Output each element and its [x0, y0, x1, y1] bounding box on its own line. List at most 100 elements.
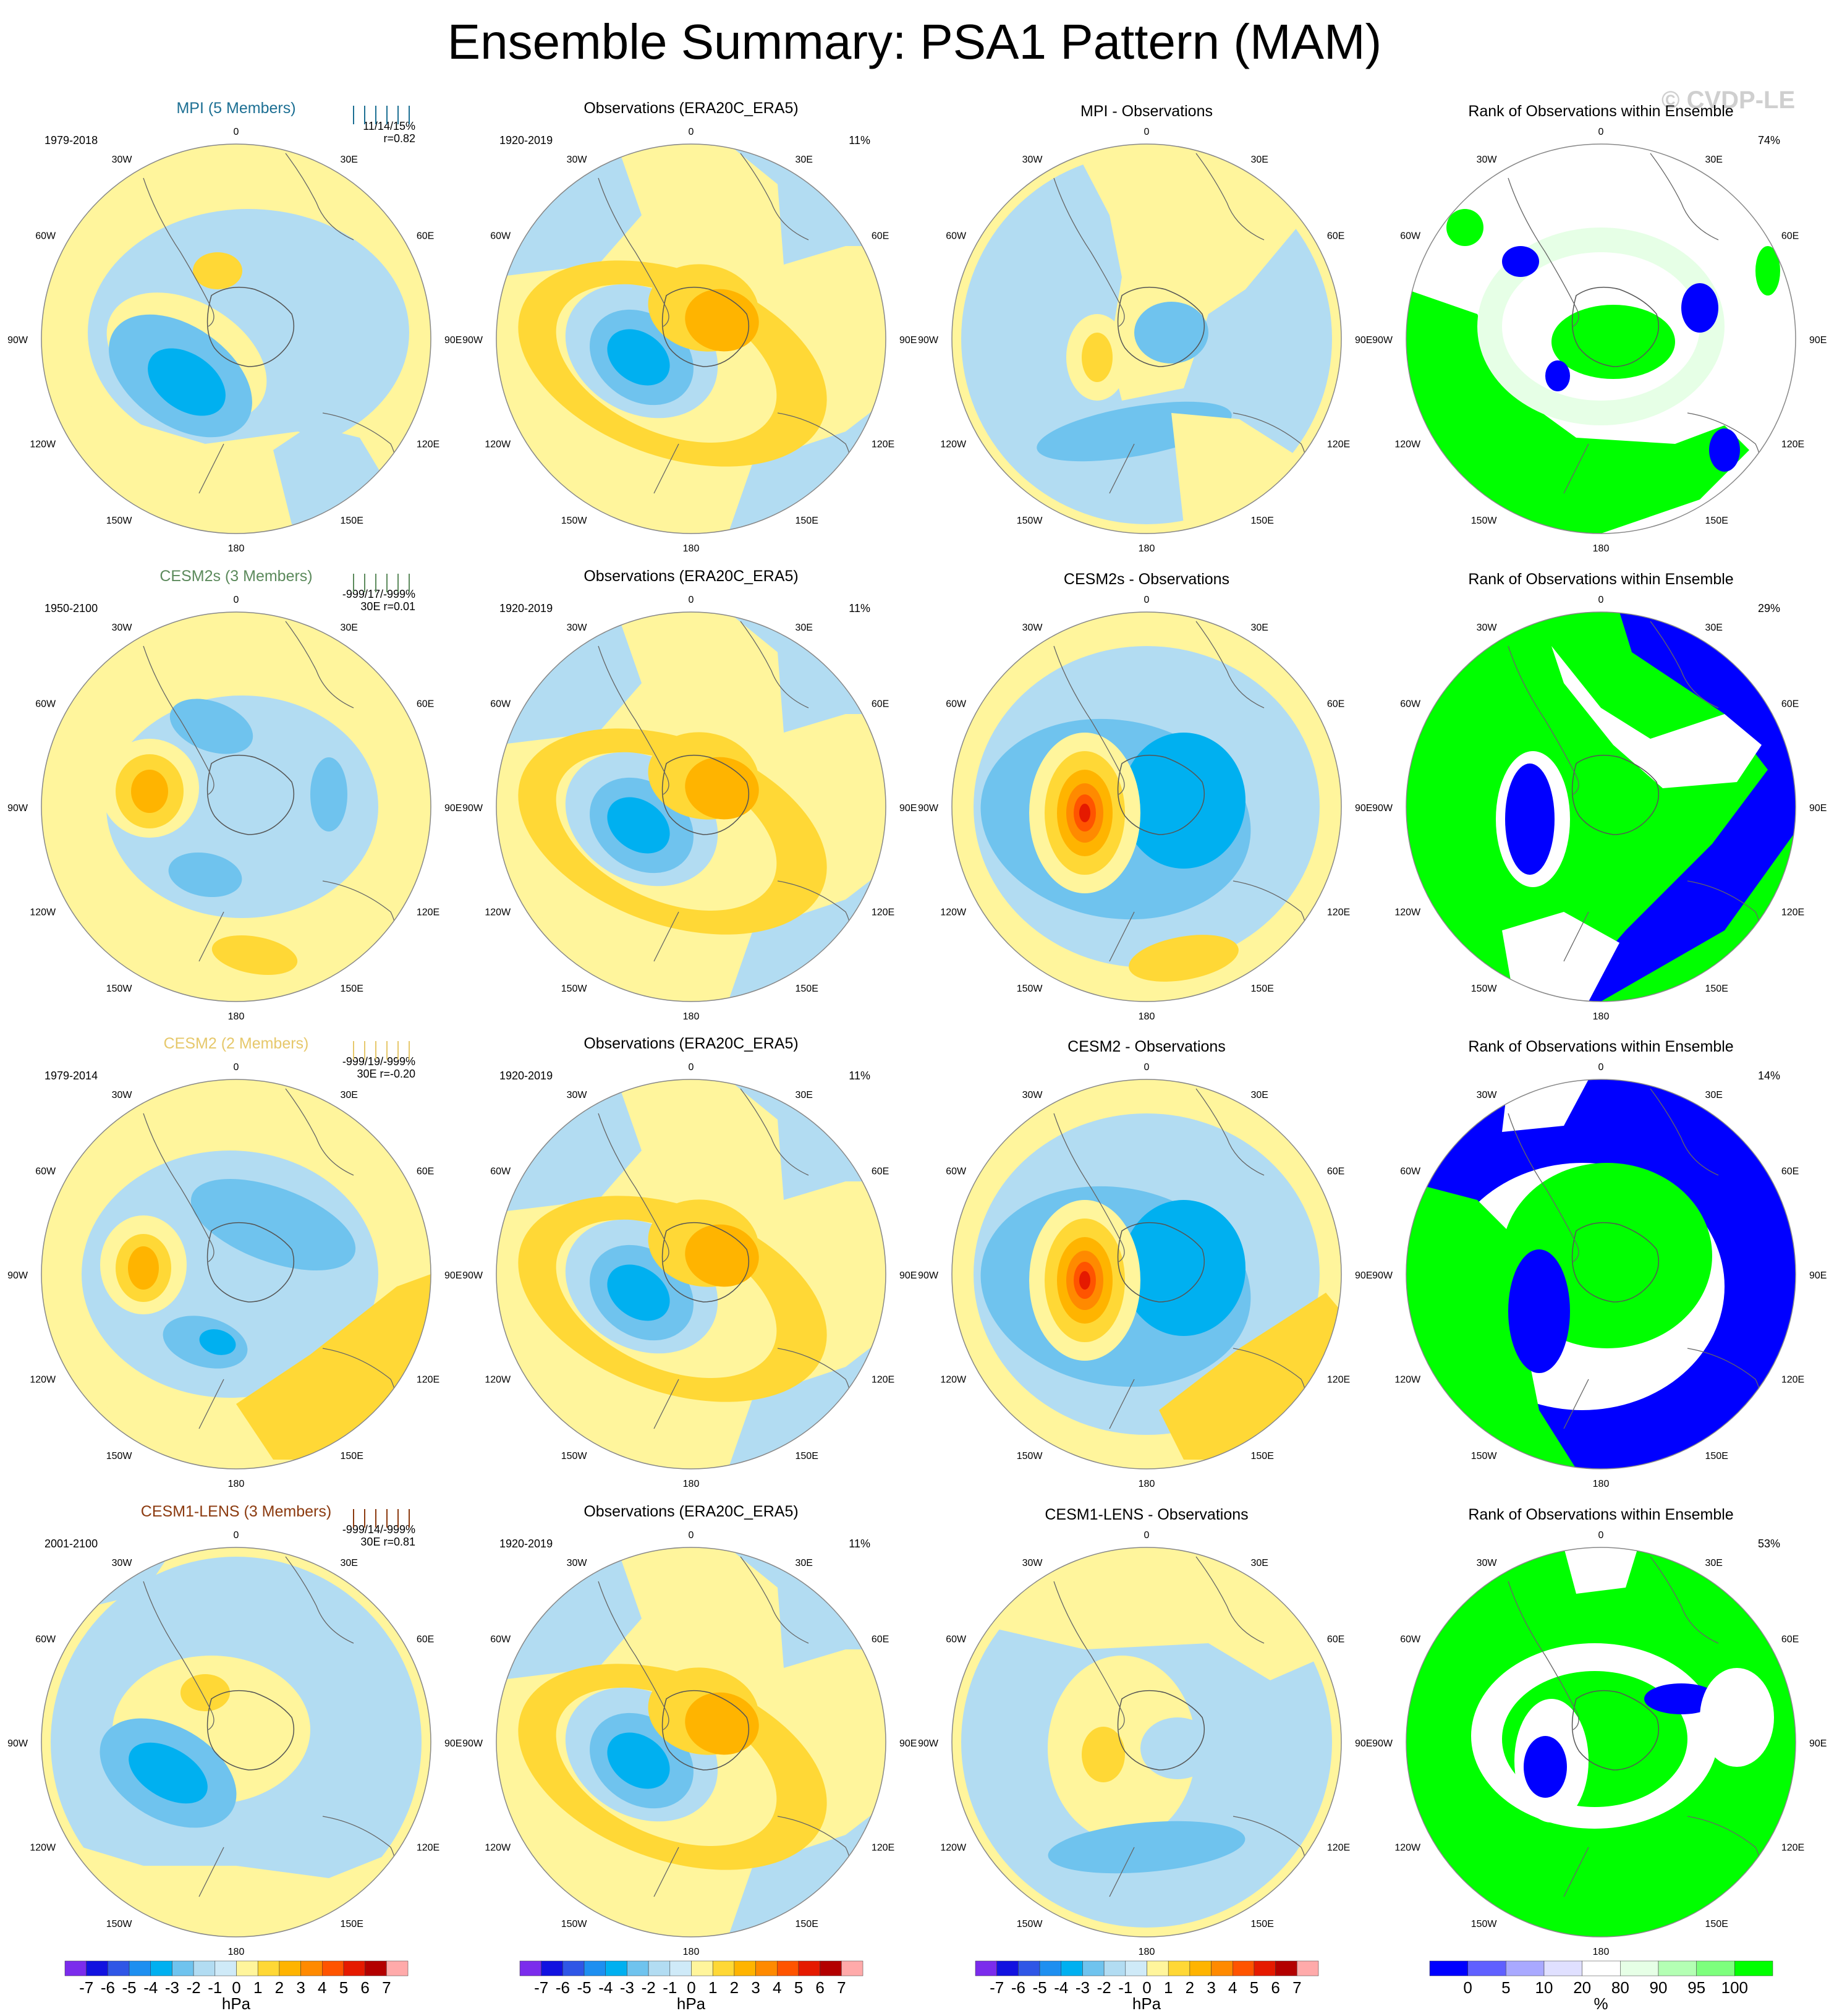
longitude-label: 60W: [490, 1167, 511, 1177]
panel-title: CESM2s (3 Members): [159, 568, 312, 585]
south-america-coastline: [598, 1581, 669, 1730]
longitude-label: 30E: [1705, 155, 1723, 165]
contour-region: [1079, 1271, 1090, 1290]
longitude-label: 150W: [561, 516, 588, 526]
contour-region: [1502, 246, 1539, 277]
colorbar-tick-label: -3: [1076, 1978, 1090, 1997]
longitude-label: 90W: [918, 803, 939, 814]
colorbar-tick-label: 4: [1228, 1978, 1237, 1997]
colorbar-tick-label: -5: [1033, 1978, 1047, 1997]
colorbar-tick-label: -5: [122, 1978, 137, 1997]
antarctica-coastline: [1117, 1690, 1205, 1771]
period-label: 1920-2019: [499, 1070, 553, 1082]
colorbar-swatch: [1211, 1960, 1233, 1976]
colorbar-swatch: [1233, 1960, 1255, 1976]
map-boundary: [496, 1547, 886, 1937]
map-boundary: [951, 611, 1342, 1002]
contour-region: [193, 252, 242, 289]
colorbar-swatch: [257, 1960, 280, 1976]
panel-title: Rank of Observations within Ensemble: [1468, 571, 1733, 588]
longitude-label: 120W: [940, 1375, 967, 1385]
new-zealand-coastline: [1563, 911, 1589, 962]
colorbar-swatch: [236, 1960, 258, 1976]
longitude-label: 90E: [444, 803, 462, 814]
new-zealand-coastline: [1109, 1847, 1135, 1897]
longitude-label: 60W: [946, 699, 967, 710]
longitude-label: 30E: [341, 155, 358, 165]
percent-label: 74%: [1758, 134, 1780, 147]
longitude-label: 60W: [490, 1635, 511, 1645]
longitude-label: 60W: [946, 231, 967, 242]
longitude-label: 90W: [7, 803, 28, 814]
new-zealand-coastline: [653, 443, 679, 494]
longitude-label: 120E: [417, 1375, 439, 1385]
antarctica-coastline: [1571, 754, 1660, 835]
map-boundary: [951, 1547, 1342, 1937]
colorbar-swatch: [605, 1960, 627, 1976]
antarctica-coastline: [661, 1690, 750, 1771]
longitude-label: 30W: [112, 623, 133, 633]
africa-coastline: [1650, 1088, 1719, 1176]
colorbar-tick-label: 6: [815, 1978, 824, 1997]
longitude-label: 180: [228, 1947, 245, 1957]
longitude-label: 180: [1139, 1479, 1155, 1489]
colorbar-tick-label: -1: [208, 1978, 222, 1997]
longitude-label: 60W: [946, 1635, 967, 1645]
map-field: [1406, 612, 1796, 1002]
map-field: [952, 1079, 1341, 1469]
longitude-label: 180: [1139, 1011, 1155, 1022]
panel-title: Rank of Observations within Ensemble: [1468, 1038, 1733, 1055]
longitude-label: 150W: [1471, 984, 1498, 994]
colorbar-tick-label: 100: [1721, 1978, 1748, 1997]
longitude-label: 120E: [872, 1375, 894, 1385]
new-zealand-coastline: [1109, 1379, 1135, 1429]
colorbar-swatch: [1734, 1960, 1773, 1976]
colorbar-tick-label: 2: [730, 1978, 739, 1997]
africa-coastline: [1195, 153, 1265, 240]
south-america-coastline: [598, 177, 669, 327]
longitude-label: 0: [1144, 1530, 1150, 1541]
colorbar-tick-label: 6: [1271, 1978, 1279, 1997]
longitude-label: 60E: [872, 1635, 889, 1645]
colorbar-swatch: [627, 1960, 649, 1976]
antarctica-coastline: [1117, 1222, 1205, 1303]
longitude-label: 150E: [796, 1451, 818, 1461]
new-zealand-coastline: [198, 443, 224, 494]
antarctica-coastline: [1571, 286, 1660, 367]
longitude-label: 30W: [112, 1090, 133, 1100]
map-field: [496, 612, 886, 1002]
contour-region: [1700, 1668, 1774, 1767]
contour-region: [1755, 246, 1780, 296]
panel-title: Observations (ERA20C_ERA5): [583, 1503, 798, 1520]
south-america-coastline: [1053, 645, 1125, 795]
longitude-label: 150E: [1705, 1919, 1728, 1929]
colorbar-swatch: [300, 1960, 323, 1976]
watermark: © CVDP-LE: [1661, 87, 1796, 114]
contour-region: [1508, 1249, 1570, 1373]
longitude-label: 30W: [1022, 155, 1043, 165]
longitude-label: 90W: [462, 335, 483, 346]
longitude-label: 60E: [417, 231, 434, 242]
colorbar-swatch: [1039, 1960, 1061, 1976]
colorbar-tick-label: -2: [642, 1978, 656, 1997]
panel-diff-row4: 0 30E 60E 90E 120E 150E 180 150W 120W 90W 60W 30W CE…: [918, 1506, 1372, 1957]
percent-label: 14%: [1758, 1070, 1780, 1082]
africa-coastline: [740, 1556, 809, 1644]
new-zealand-coastline: [1109, 911, 1135, 962]
longitude-label: 120E: [1327, 440, 1350, 450]
hpa-colorbar: -7 -6 -5 -4 -3 -2 -1 0 1 2 3 4 5 6 7 hPa: [975, 1960, 1319, 2013]
longitude-label: 150E: [796, 984, 818, 994]
contour-region: [685, 1224, 759, 1287]
longitude-label: 90E: [899, 335, 917, 346]
longitude-label: 150E: [1251, 1919, 1274, 1929]
colorbar-swatch: [193, 1960, 216, 1976]
longitude-label: 30W: [112, 1558, 133, 1568]
longitude-label: 0: [234, 595, 239, 605]
longitude-label: 150E: [1705, 516, 1728, 526]
colorbar-tick-label: 3: [296, 1978, 305, 1997]
longitude-label: 30W: [567, 1090, 588, 1100]
longitude-label: 120E: [1327, 1843, 1350, 1853]
colorbar-unit: hPa: [1132, 1994, 1161, 2013]
colorbar-tick-label: 4: [318, 1978, 326, 1997]
longitude-label: 60E: [1327, 699, 1344, 710]
